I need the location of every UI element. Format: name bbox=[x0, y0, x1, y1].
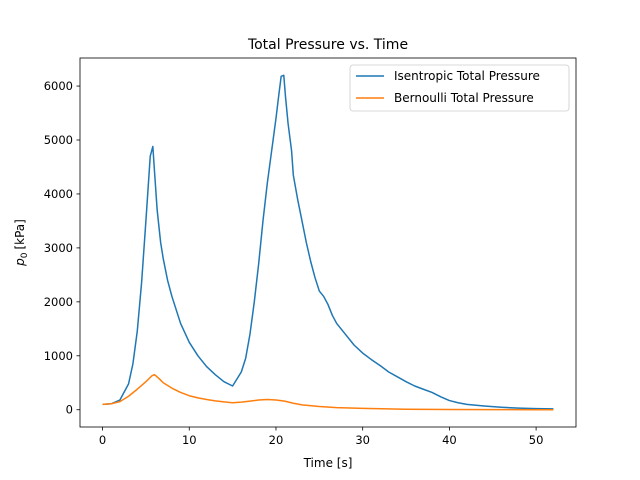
x-axis-label: Time [s] bbox=[303, 456, 353, 470]
plot-area bbox=[79, 57, 577, 428]
y-axis-label: p0 [kPa] bbox=[13, 219, 30, 267]
plot-frame bbox=[79, 57, 577, 428]
y-tick-label-6: 6000 bbox=[44, 79, 73, 93]
y-axis-label-symbol: p bbox=[13, 258, 27, 267]
y-tick-label-0: 0 bbox=[66, 403, 73, 417]
y-tick-label-1: 1000 bbox=[44, 349, 73, 363]
y-axis-label-subscript: 0 bbox=[20, 252, 30, 258]
y-tick-label-4: 4000 bbox=[44, 187, 73, 201]
y-tick-label-3: 3000 bbox=[44, 241, 73, 255]
series-line-0 bbox=[102, 74, 554, 410]
series-line-1 bbox=[102, 373, 554, 411]
x-tick-label-2: 20 bbox=[269, 433, 284, 447]
x-tick-label-1: 10 bbox=[182, 433, 197, 447]
y-axis-label-unit: [kPa] bbox=[13, 219, 27, 249]
legend-label-1: Bernoulli Total Pressure bbox=[394, 91, 534, 105]
y-tick-label-2: 2000 bbox=[44, 295, 73, 309]
legend-box bbox=[349, 64, 570, 112]
y-axis: 0 1000 2000 3000 4000 5000 6000 bbox=[44, 79, 80, 417]
x-tick-label-0: 0 bbox=[99, 433, 106, 447]
y-tick-label-5: 5000 bbox=[44, 133, 73, 147]
x-tick-label-3: 30 bbox=[355, 433, 370, 447]
chart-title: Total Pressure vs. Time bbox=[247, 37, 408, 53]
x-tick-label-4: 40 bbox=[442, 433, 457, 447]
legend-label-0: Isentropic Total Pressure bbox=[394, 69, 540, 83]
legend: Isentropic Total Pressure Bernoulli Total… bbox=[349, 64, 570, 112]
series-group bbox=[102, 74, 554, 411]
x-tick-label-5: 50 bbox=[529, 433, 544, 447]
x-axis: 0 10 20 30 40 50 bbox=[99, 427, 544, 447]
